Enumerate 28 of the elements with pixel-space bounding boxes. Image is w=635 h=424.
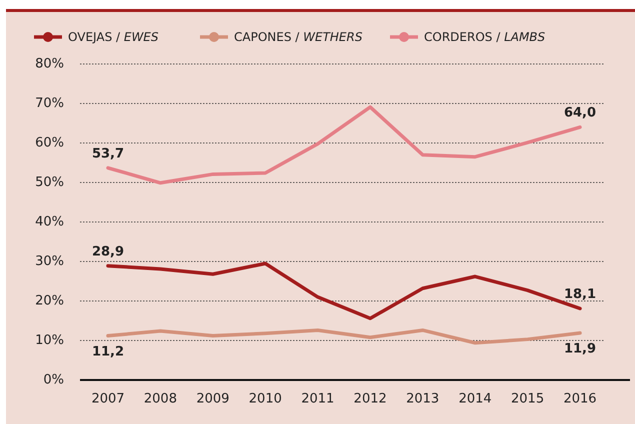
x-tick-label: 2013	[406, 392, 440, 407]
data-label: 18,1	[564, 287, 596, 302]
y-tick-label: 0%	[43, 372, 64, 388]
x-tick-label: 2016	[563, 392, 597, 407]
x-tick-label: 2009	[196, 392, 230, 407]
legend-label: OVEJAS / EWES	[68, 30, 159, 44]
y-tick-label: 70%	[35, 96, 64, 112]
y-tick-label: 30%	[35, 254, 64, 270]
data-label: 11,9	[564, 342, 596, 357]
data-label: 53,7	[92, 146, 124, 162]
x-tick-label: 2011	[301, 392, 334, 407]
y-tick-label: 60%	[35, 136, 64, 151]
data-label: 11,2	[92, 344, 124, 360]
x-tick-label: 2007	[91, 392, 125, 407]
x-tick-label: 2014	[458, 392, 492, 407]
legend-label: CAPONES / WETHERS	[234, 30, 363, 44]
x-tick-label: 2008	[144, 392, 177, 407]
x-tick-label: 2012	[354, 392, 387, 407]
y-tick-label: 20%	[35, 294, 64, 309]
data-label: 28,9	[92, 244, 124, 260]
y-tick-label: 50%	[35, 175, 64, 190]
data-label: 64,0	[564, 106, 596, 121]
legend-label: CORDEROS / LAMBS	[424, 30, 546, 44]
y-tick-label: 80%	[35, 56, 64, 72]
y-tick-label: 10%	[35, 333, 64, 348]
y-tick-label: 40%	[35, 214, 64, 230]
x-tick-label: 2015	[511, 392, 544, 407]
x-tick-label: 2010	[248, 392, 282, 407]
